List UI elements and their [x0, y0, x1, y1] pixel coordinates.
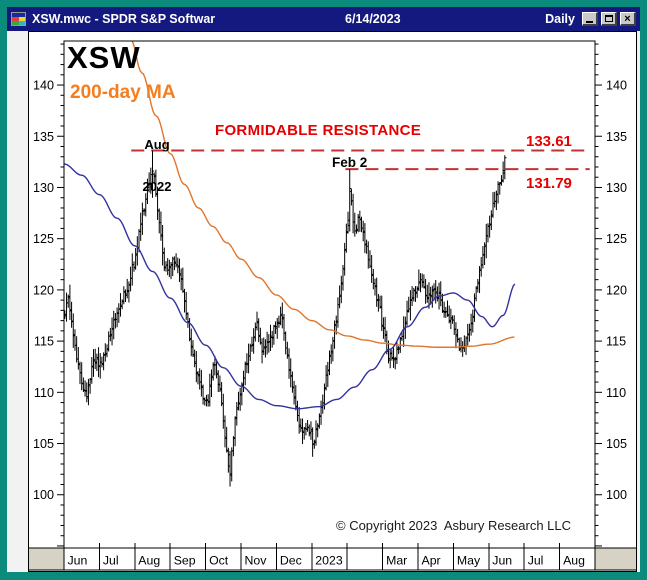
- close-button[interactable]: ×: [620, 12, 636, 26]
- y-axis-label-right: 125: [606, 232, 627, 246]
- month-label: Jul: [528, 554, 544, 568]
- month-strip-right-corner: [595, 548, 636, 570]
- price-chart[interactable]: Jun Jul Aug Sep Oct Nov Dec 2023 Mar Apr May Jun Jul…: [29, 32, 636, 571]
- copyright-notice: © Copyright 2023 Asbury Research LLC: [336, 518, 572, 533]
- chart-window: XSW.mwc - SPDR S&P Softwar 6/14/2023 Dai…: [7, 7, 640, 572]
- minimize-icon: [586, 21, 593, 23]
- lower-resistance-level-label: 131.79: [526, 175, 572, 192]
- y-axis-label-right: 100: [606, 488, 627, 502]
- y-axis-label-left: 115: [34, 335, 54, 349]
- month-label: Oct: [209, 554, 229, 568]
- ma-legend-label: 200-day MA: [70, 82, 176, 103]
- month-label: Apr: [422, 554, 441, 568]
- app-icon-color-grid: [12, 17, 25, 25]
- chart-panel[interactable]: Jun Jul Aug Sep Oct Nov Dec 2023 Mar Apr May Jun Jul…: [28, 31, 637, 572]
- titlebar[interactable]: XSW.mwc - SPDR S&P Softwar 6/14/2023 Dai…: [7, 7, 640, 31]
- month-label: Mar: [386, 554, 407, 568]
- y-axis-label-right: 120: [606, 283, 627, 297]
- y-axis-label-right: 115: [606, 335, 626, 349]
- app-icon-titlebar-stripe: [12, 13, 25, 17]
- month-label: May: [457, 554, 481, 568]
- month-label: Aug: [563, 554, 585, 568]
- y-axis-label-left: 110: [34, 386, 54, 400]
- ma-200-day-line: [131, 41, 515, 348]
- month-label: Jun: [68, 554, 88, 568]
- window-title: XSW.mwc - SPDR S&P Softwar: [32, 12, 216, 26]
- y-axis-label-right: 110: [606, 386, 626, 400]
- ma-50-day-line: [64, 163, 516, 410]
- y-axis-label-left: 105: [33, 437, 54, 451]
- month-label: Dec: [280, 554, 302, 568]
- minimize-button[interactable]: [582, 12, 598, 26]
- resistance-annotation: FORMIDABLE RESISTANCE: [215, 122, 422, 139]
- month-label: Sep: [174, 554, 196, 568]
- maximize-button[interactable]: [601, 12, 617, 26]
- upper-resistance-level-label: 133.61: [526, 133, 572, 150]
- chart-client-area: Jun Jul Aug Sep Oct Nov Dec 2023 Mar Apr May Jun Jul…: [7, 31, 640, 572]
- month-label: Jun: [492, 554, 512, 568]
- month-label: Jul: [103, 554, 119, 568]
- y-axis-label-right: 130: [606, 181, 627, 195]
- symbol-title: XSW: [67, 40, 141, 75]
- y-axis-label-left: 140: [33, 79, 54, 93]
- y-axis-label-left: 135: [33, 130, 54, 144]
- close-icon: ×: [624, 12, 631, 25]
- month-label: Aug: [138, 554, 160, 568]
- titlebar-date: 6/14/2023: [345, 12, 401, 26]
- month-label: Nov: [245, 554, 268, 568]
- y-axis-label-left: 120: [33, 283, 54, 297]
- periodicity-label: Daily: [545, 12, 575, 26]
- y-axis-label-right: 105: [606, 437, 627, 451]
- month-label: 2023: [315, 554, 343, 568]
- maximize-icon: [604, 15, 613, 22]
- y-axis-label-right: 135: [606, 130, 627, 144]
- ohlc-price-bars: [64, 150, 507, 487]
- app-icon[interactable]: [11, 12, 26, 26]
- month-strip-left-corner: [29, 548, 64, 570]
- y-axis-label-left: 130: [33, 181, 54, 195]
- y-axis-label-left: 125: [33, 232, 54, 246]
- y-axis-label-left: 100: [33, 488, 54, 502]
- titlebar-controls: Daily ×: [545, 12, 636, 26]
- aug-2022-annotation: Aug 2022: [142, 137, 172, 194]
- feb-2-annotation: Feb 2: [332, 155, 368, 170]
- y-axis-label-right: 140: [606, 79, 627, 93]
